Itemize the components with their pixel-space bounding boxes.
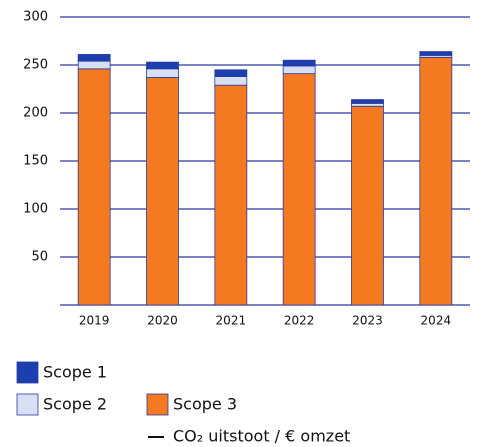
bar-segment xyxy=(282,73,316,306)
x-tick-label: 2020 xyxy=(147,314,178,328)
bar-segment xyxy=(214,69,248,77)
legend-label: Scope 1 xyxy=(43,363,107,382)
bar-segment xyxy=(214,84,248,306)
bar-segment xyxy=(351,99,384,104)
x-tick-label: 2019 xyxy=(79,314,110,328)
legend-label: Scope 3 xyxy=(173,395,237,414)
bar-segment xyxy=(419,51,453,56)
bar-segment xyxy=(146,77,179,306)
legend-swatch xyxy=(16,361,39,384)
bar-segment xyxy=(77,60,111,70)
bar-segment xyxy=(282,65,316,75)
y-tick-label: 150 xyxy=(23,154,48,169)
x-tick-label: 2024 xyxy=(421,314,452,328)
bar-segment xyxy=(351,105,384,306)
y-tick-label: 50 xyxy=(31,250,48,265)
bar-segment xyxy=(351,103,384,107)
legend-swatch xyxy=(16,393,39,416)
x-tick-label: 2022 xyxy=(284,314,315,328)
bar-segment xyxy=(282,59,316,67)
legend-swatch xyxy=(146,393,169,416)
y-tick-label: 100 xyxy=(23,202,48,217)
y-tick-label: 300 xyxy=(23,10,48,25)
bar-segment xyxy=(77,54,111,62)
bar-segment xyxy=(146,61,179,70)
legend-label: Scope 2 xyxy=(43,395,107,414)
bar-segment xyxy=(146,68,179,78)
y-tick-label: 200 xyxy=(23,106,48,121)
y-tick-label: 250 xyxy=(23,58,48,73)
x-tick-label: 2023 xyxy=(352,314,383,328)
legend-label: CO₂ uitstoot / € omzet xyxy=(173,427,350,446)
x-tick-label: 2021 xyxy=(216,314,247,328)
bar-segment xyxy=(77,68,111,306)
bar-segment xyxy=(214,76,248,86)
bar-segment xyxy=(419,56,453,306)
